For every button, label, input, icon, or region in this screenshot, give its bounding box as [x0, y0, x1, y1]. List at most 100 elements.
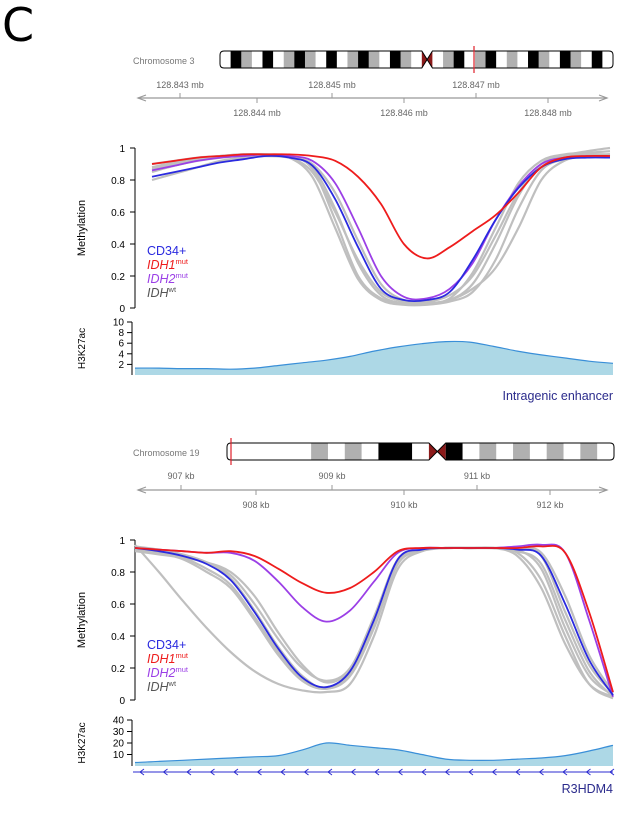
panel-bottom-chromosome-band	[395, 443, 413, 460]
panel-top-chromosome-p-arm-outline	[219, 50, 428, 69]
panel-top-coordinate-axis-arrow-right	[598, 94, 609, 102]
panel-top-methylation-y-tick-label: 0.4	[111, 240, 125, 251]
panel-bottom-gene-track-arrow	[350, 768, 356, 776]
panel-bottom-legend-idh2: IDH2mut	[147, 665, 189, 680]
panel-bottom-gene-track-arrow	[609, 768, 615, 776]
panel-top-chromosome-label: Chromosome 3	[133, 56, 195, 66]
panel-top-methylation-line-idh1	[151, 153, 611, 260]
panel-bottom-coordinate-tick-label: 911 kb	[464, 471, 490, 481]
panel-bottom-gene-track-arrow	[186, 768, 192, 776]
panel-bottom-chromosome-band	[563, 443, 581, 460]
panel-top-chromosome-band	[220, 51, 231, 68]
panel-top-chromosome-band	[315, 51, 327, 68]
panel-top-chromosome-band	[411, 51, 423, 68]
panel-top-chromosome-band	[453, 51, 465, 68]
panel-top-legend-idh2-superscript: mut	[175, 271, 188, 280]
panel-bottom-gene-track-arrow	[139, 768, 145, 776]
panel-bottom-chromosome-band	[227, 443, 245, 460]
panel-top-methylation-y-tick-label: 0.8	[111, 176, 125, 187]
panel-top-legend-cd34-gene: CD34+	[147, 244, 186, 258]
panel-bottom-legend-idhwt-superscript: wt	[168, 679, 177, 688]
panel-top-legend-idhwt-gene: IDH	[147, 286, 170, 300]
panel-bottom-methylation-y-tick-label: 0.6	[111, 600, 125, 611]
panel-top-chromosome-band	[591, 51, 603, 68]
panel-top-legend-idhwt-superscript: wt	[168, 285, 177, 294]
panel-bottom-chromosome-band	[462, 443, 480, 460]
panel-top-chromosome-band	[517, 51, 529, 68]
panel-top-methylation-line-idhwt	[151, 153, 611, 305]
panel-bottom-methylation-line-idhwt	[134, 546, 614, 695]
panel-bottom-chromosome-band	[294, 443, 312, 460]
panel-bottom-chromosome-band	[378, 443, 396, 460]
panel-bottom-gene-track-arrow	[397, 768, 403, 776]
panel-top-chromosome-band	[443, 51, 454, 68]
panel-bottom-gene-track-arrow	[468, 768, 474, 776]
panel-bottom-gene-track-arrow	[233, 768, 239, 776]
panel-top-chromosome-band	[506, 51, 518, 68]
panel-bottom-coordinate-tick-label: 910 kb	[390, 500, 417, 510]
panel-top-methylation-line-idhwt	[151, 150, 611, 305]
panel-top-legend-idh1: IDH1mut	[147, 257, 189, 272]
panel-bottom-h3k27ac-y-tick-label: 40	[113, 716, 125, 727]
panel-top-legend-idh1-superscript: mut	[175, 257, 188, 266]
panel-bottom-chromosome-band	[311, 443, 329, 460]
panel-bottom-h3k27ac-area	[135, 742, 613, 766]
panel-top-h3k27ac-y-tick-label: 6	[118, 339, 124, 350]
panel-bottom-methylation-y-tick-label: 0.2	[111, 664, 125, 675]
panel-bottom-chromosome-band	[243, 443, 261, 460]
panel-bottom-chromosome-band	[597, 443, 615, 460]
panel-bottom-chromosome-band	[496, 443, 514, 460]
panel-bottom-gene-track-arrow	[162, 768, 168, 776]
panel-bottom-chromosome-band	[344, 443, 362, 460]
panel-top-chromosome-band	[230, 51, 242, 68]
panel-bottom-chromosome-band	[412, 443, 430, 460]
panel-top-feature-label: Intragenic enhancer	[503, 389, 614, 403]
panel-bottom-centromere-left	[428, 443, 438, 460]
panel-top-h3k27ac-y-tick-label: 8	[118, 328, 124, 339]
panel-bottom-gene-track-arrow	[585, 768, 591, 776]
panel-top-methylation-y-tick-label: 0	[119, 304, 125, 315]
panel-bottom-chromosome-band	[277, 443, 295, 460]
panel-bottom-h3k27ac-y-tick-label: 30	[113, 727, 125, 738]
panel-bottom-legend-cd34: CD34+	[147, 638, 186, 652]
panel-bottom-methylation-line-cd34	[134, 546, 614, 696]
panel-bottom-gene-track-arrow	[444, 768, 450, 776]
panel-top-chromosome-band	[294, 51, 306, 68]
panel-bottom-centromere-right	[437, 443, 446, 460]
panel-top-chromosome-band	[400, 51, 412, 68]
panel-top-chromosome-band	[304, 51, 316, 68]
panel-top-methylation-y-axis-label: Methylation	[76, 200, 88, 256]
panel-bottom-chromosome-band	[513, 443, 531, 460]
panel-top-h3k27ac-y-tick-label: 4	[118, 349, 124, 360]
panel-top-chromosome-band	[379, 51, 391, 68]
panel-top-chromosome-q-arm-outline	[426, 50, 614, 69]
panel-bottom-gene-track-arrow	[421, 768, 427, 776]
panel-bottom-h3k27ac-y-tick-label: 20	[113, 739, 125, 750]
panel-bottom-chromosome-band	[529, 443, 547, 460]
panel-top-chromosome-band	[241, 51, 253, 68]
panel-top-chromosome-band	[602, 51, 614, 68]
panel-top-coordinate-tick-label: 128.844 mb	[233, 108, 281, 118]
panel-bottom-methylation-y-axis-label: Methylation	[76, 592, 88, 648]
panel-top-chromosome-band	[336, 51, 348, 68]
panel-top-chromosome-band	[464, 51, 476, 68]
panel-top-methylation-y-tick-label: 1	[119, 144, 125, 155]
panel-bottom-gene-track-arrow	[491, 768, 497, 776]
panel-bottom-gene-track-arrow	[538, 768, 544, 776]
panel-bottom-methylation-y-tick-label: 0.8	[111, 568, 125, 579]
panel-bottom-coordinate-tick-label: 912 kb	[536, 500, 563, 510]
panel-bottom-gene-track-arrow	[209, 768, 215, 776]
panel-top-chromosome-band	[496, 51, 508, 68]
panel-top-methylation-line-idhwt	[151, 153, 611, 306]
panel-label: C	[2, 0, 35, 52]
panel-top-chromosome-band	[251, 51, 263, 68]
panel-top-coordinate-tick-label: 128.843 mb	[156, 80, 204, 90]
panel-top-chromosome-band	[273, 51, 285, 68]
panel-top-coordinate-tick-label: 128.847 mb	[452, 80, 500, 90]
panel-top-chromosome-band	[474, 51, 486, 68]
panel-bottom-legend-idh1: IDH1mut	[147, 651, 189, 666]
panel-bottom-h3k27ac-line	[134, 742, 614, 764]
panel-top-legend-idhwt: IDHwt	[147, 285, 177, 300]
panel-bottom-coordinate-tick-label: 909 kb	[318, 471, 345, 481]
